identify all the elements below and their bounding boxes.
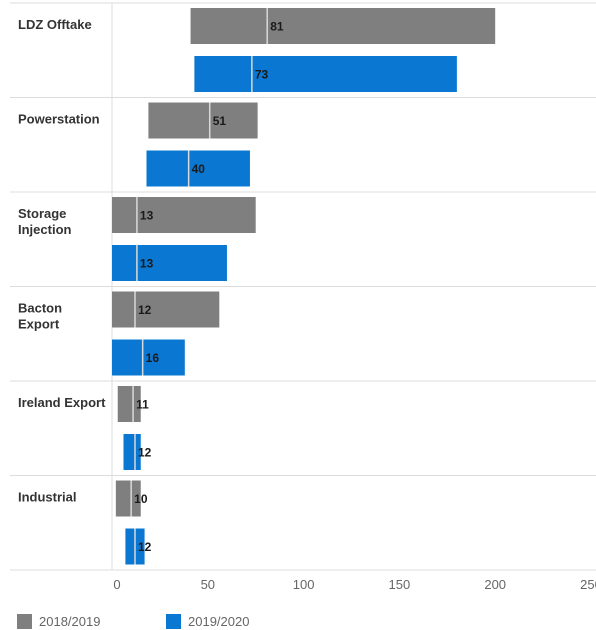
data-label-2019-2020-industrial: 12 — [138, 540, 152, 554]
bar-2019-2020-ireland-export — [123, 434, 141, 470]
category-label-bacton-export: Bacton Export — [18, 301, 62, 332]
bar-2018-2019-ireland-export — [117, 386, 141, 422]
data-label-2018-2019-industrial: 10 — [134, 492, 148, 506]
data-label-2019-2020-bacton-export: 16 — [146, 351, 160, 365]
data-label-2018-2019-storage-injection: 13 — [140, 209, 154, 223]
x-tick-label: 200 — [484, 577, 506, 592]
data-label-2019-2020-ireland-export: 12 — [138, 446, 152, 460]
x-tick-label: 250 — [580, 577, 596, 592]
bar-2018-2019-storage-injection — [112, 197, 256, 233]
bar-2018-2019-ldz-offtake — [190, 8, 496, 44]
x-tick-label: 0 — [113, 577, 120, 592]
legend-label-2018-2019: 2018/2019 — [39, 614, 100, 629]
data-label-2018-2019-ireland-export: 11 — [136, 398, 149, 412]
category-label-storage-injection: Storage Injection — [18, 206, 72, 237]
x-tick-label: 100 — [293, 577, 315, 592]
category-label-powerstation: Powerstation — [18, 112, 100, 127]
data-label-2019-2020-storage-injection: 13 — [140, 257, 154, 271]
x-tick-label: 150 — [389, 577, 411, 592]
legend-label-2019-2020: 2019/2020 — [188, 614, 249, 629]
data-label-2019-2020-powerstation: 40 — [192, 162, 206, 176]
bar-2019-2020-ldz-offtake — [194, 56, 457, 92]
data-label-2018-2019-bacton-export: 12 — [138, 303, 152, 317]
data-label-2018-2019-powerstation: 51 — [213, 114, 227, 128]
x-tick-label: 50 — [201, 577, 215, 592]
legend-swatch-2018-2019 — [17, 614, 32, 629]
bar-2019-2020-storage-injection — [112, 245, 227, 281]
data-label-2019-2020-ldz-offtake: 73 — [255, 68, 269, 82]
bar-2018-2019-powerstation — [148, 102, 258, 139]
category-label-ireland-export: Ireland Export — [18, 395, 106, 410]
category-label-ldz-offtake: LDZ Offtake — [18, 17, 92, 32]
bar-2018-2019-industrial — [115, 480, 141, 517]
bar-2018-2019-bacton-export — [112, 291, 220, 328]
bar-2019-2020-bacton-export — [112, 339, 185, 376]
legend-swatch-2019-2020 — [166, 614, 181, 629]
bar-2019-2020-powerstation — [146, 150, 250, 187]
category-label-industrial: Industrial — [18, 490, 77, 505]
data-label-2018-2019-ldz-offtake: 81 — [270, 20, 284, 34]
